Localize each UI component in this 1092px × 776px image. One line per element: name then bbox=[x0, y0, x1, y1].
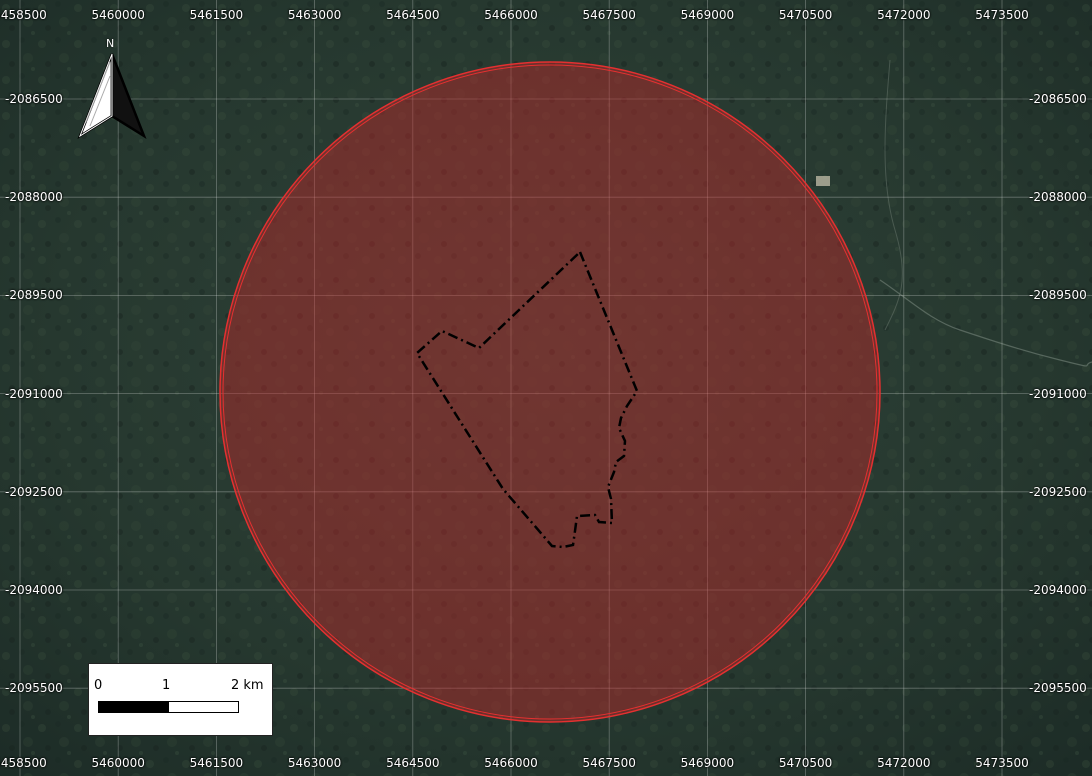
x-coord-label-top: 5470500 bbox=[778, 8, 833, 22]
river-feature-2 bbox=[884, 59, 903, 331]
scale-bar: 0 1 2 km bbox=[88, 663, 273, 736]
x-coord-label-top: 5469000 bbox=[680, 8, 735, 22]
x-coord-label-top: 5463000 bbox=[287, 8, 342, 22]
x-coord-label-bottom: 5467500 bbox=[582, 756, 636, 770]
y-coord-label-left: -2091000 bbox=[5, 386, 63, 401]
y-coord-label-left: -2095500 bbox=[5, 681, 63, 696]
x-coord-label-bottom: 5458500 bbox=[0, 756, 47, 770]
x-coord-label-top: 5466000 bbox=[484, 8, 538, 22]
y-coord-label-right: -2095500 bbox=[1029, 681, 1087, 696]
y-coord-label-right: -2088000 bbox=[1029, 190, 1087, 205]
y-coord-label-left: -2088000 bbox=[5, 190, 63, 205]
scale-label-2: 2 km bbox=[231, 678, 264, 693]
y-coord-label-left: -2089500 bbox=[5, 288, 63, 303]
y-coord-label-right: -2091000 bbox=[1029, 386, 1087, 401]
x-coord-label-bottom: 5473500 bbox=[975, 756, 1029, 770]
y-coord-label-left: -2086500 bbox=[5, 92, 63, 106]
buffer-zone-outline bbox=[222, 64, 878, 720]
scale-label-0: 0 bbox=[94, 678, 103, 693]
x-coord-label-top: 5461500 bbox=[189, 8, 244, 22]
buffer-zone-circle[interactable] bbox=[219, 61, 881, 723]
x-coord-label-top: 5467500 bbox=[582, 8, 636, 22]
x-coord-label-top: 5473500 bbox=[975, 8, 1029, 22]
x-coord-label-bottom: 5460000 bbox=[91, 756, 145, 770]
x-coord-label-top: 5460000 bbox=[91, 8, 145, 22]
north-arrow-icon bbox=[77, 53, 147, 140]
y-coord-label-left: -2092500 bbox=[5, 484, 63, 499]
x-coord-label-bottom: 5463000 bbox=[287, 756, 342, 770]
x-coord-label-top: 5472000 bbox=[877, 8, 931, 22]
y-coord-label-right: -2094000 bbox=[1029, 583, 1087, 597]
project-boundary[interactable] bbox=[415, 249, 639, 549]
x-coord-label-top: 5464500 bbox=[386, 8, 440, 22]
scale-segment-black bbox=[98, 701, 169, 713]
y-coord-label-right: -2086500 bbox=[1029, 92, 1087, 106]
north-label: N bbox=[106, 37, 115, 50]
river-feature bbox=[879, 279, 1092, 367]
x-coord-label-bottom: 5469000 bbox=[680, 756, 735, 770]
clearing-patch bbox=[816, 176, 830, 186]
y-coord-label-right: -2089500 bbox=[1029, 288, 1087, 303]
y-coord-label-right: -2092500 bbox=[1029, 484, 1087, 499]
x-coord-label-top: 5458500 bbox=[0, 8, 47, 22]
x-coord-label-bottom: 5466000 bbox=[484, 756, 538, 770]
scale-segment-white bbox=[168, 701, 239, 713]
x-coord-label-bottom: 5464500 bbox=[386, 756, 440, 770]
x-coord-label-bottom: 5461500 bbox=[189, 756, 244, 770]
x-coord-label-bottom: 5470500 bbox=[778, 756, 833, 770]
y-coord-label-left: -2094000 bbox=[5, 583, 63, 597]
scale-label-1: 1 bbox=[162, 678, 171, 693]
x-coord-label-bottom: 5472000 bbox=[877, 756, 931, 770]
